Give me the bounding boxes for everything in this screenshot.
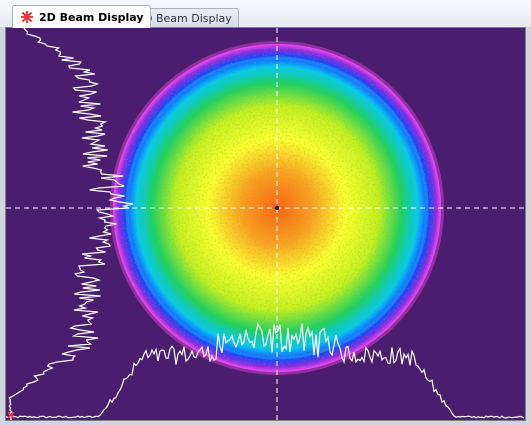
vertical-profile-curve [8, 28, 133, 420]
tab-3d-label: 3D Beam Display [137, 11, 232, 25]
beam-display-viewport[interactable] [5, 27, 526, 421]
tab-2d-label: 2D Beam Display [39, 10, 144, 24]
tab-2d-beam-display[interactable]: 2D Beam Display [12, 5, 151, 28]
tab-strip: 2D Beam Display 3D Beam Display [0, 0, 531, 28]
frame-right [526, 27, 531, 425]
beam-2d-icon [19, 11, 35, 23]
origin-marker [7, 411, 15, 419]
crosshair-center [275, 206, 279, 210]
beam-image [6, 28, 525, 420]
frame-left [0, 27, 5, 425]
horizontal-profile-curve [6, 322, 525, 419]
frame-bottom [0, 421, 531, 425]
